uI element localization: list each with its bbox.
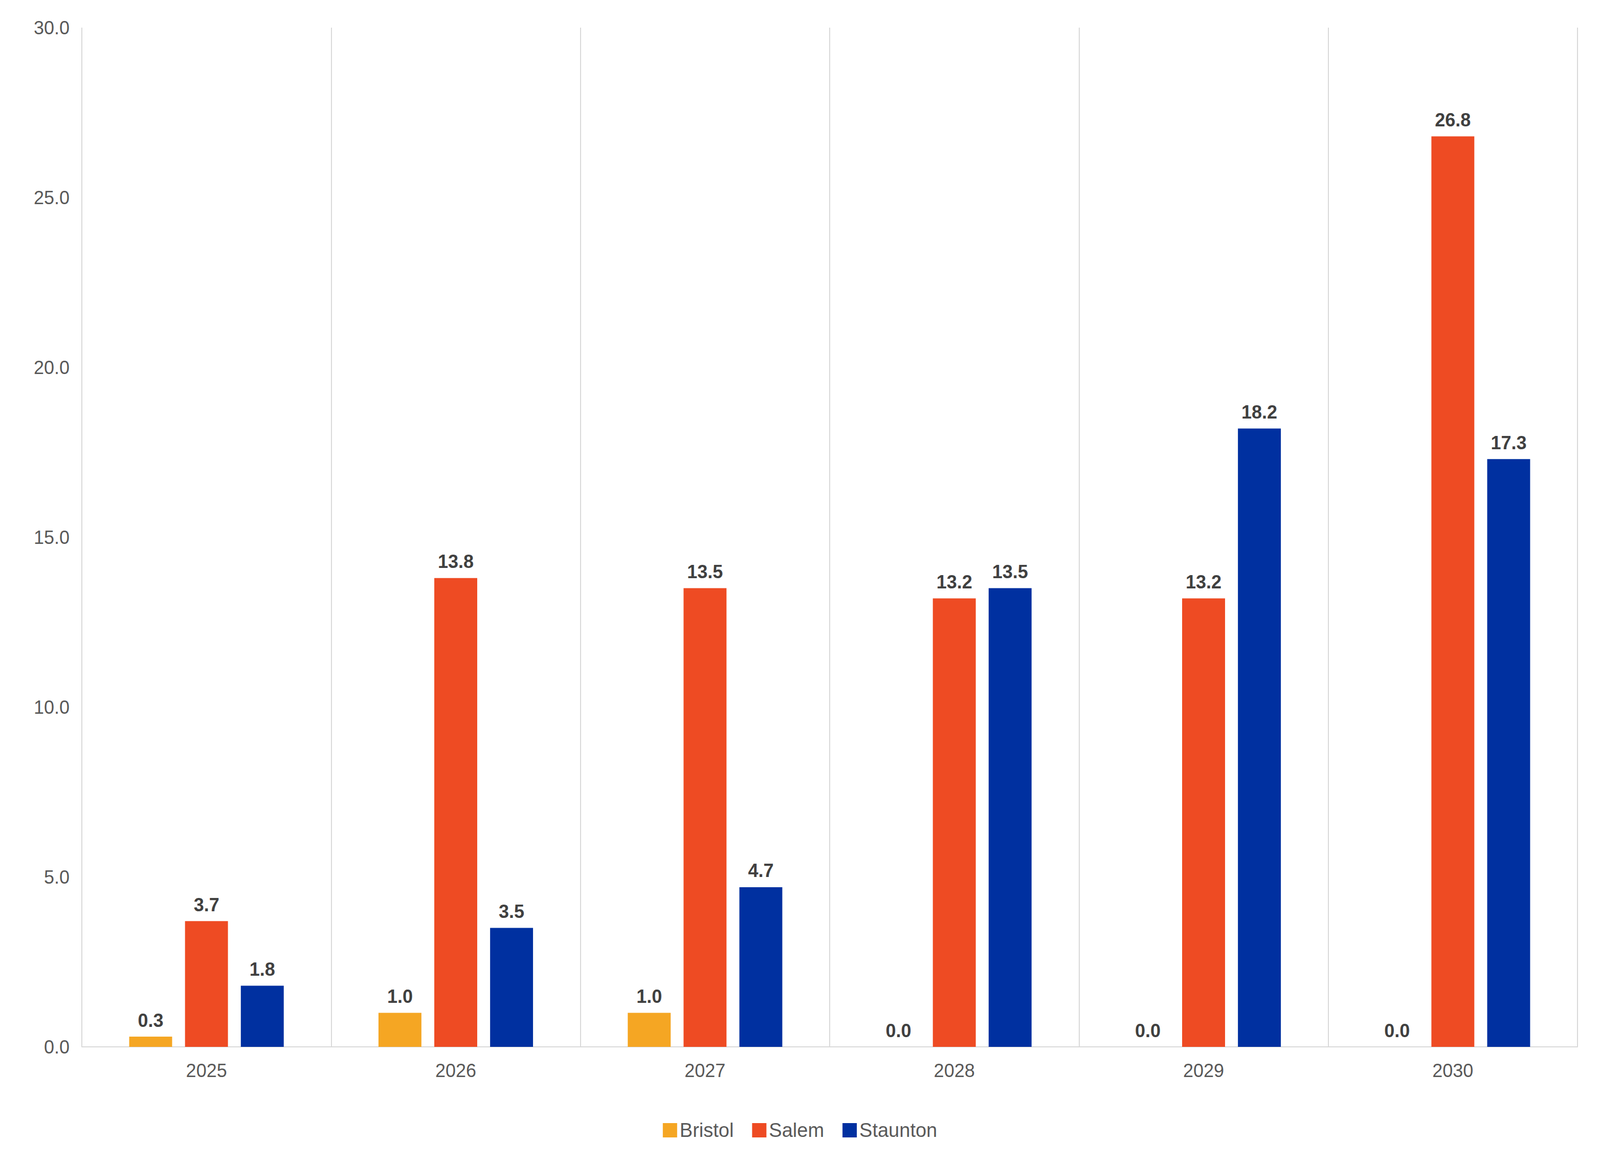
svg-text:13.2: 13.2 [936,571,973,593]
svg-text:13.8: 13.8 [437,550,474,572]
svg-text:13.5: 13.5 [992,561,1029,583]
svg-text:1.0: 1.0 [636,985,662,1007]
svg-text:2027: 2027 [684,1059,726,1081]
svg-text:3.5: 3.5 [498,900,525,922]
svg-text:Bristol: Bristol [679,1119,735,1141]
svg-text:18.2: 18.2 [1241,401,1278,423]
svg-text:30.0: 30.0 [33,17,70,39]
svg-text:13.5: 13.5 [686,561,723,583]
svg-text:2026: 2026 [435,1059,477,1081]
svg-text:0.0: 0.0 [1135,1019,1161,1041]
svg-text:25.0: 25.0 [33,187,70,209]
svg-text:3.7: 3.7 [193,894,220,916]
svg-text:1.0: 1.0 [387,985,413,1007]
svg-text:20.0: 20.0 [33,357,70,379]
svg-text:10.0: 10.0 [33,696,70,718]
svg-text:Salem: Salem [768,1119,825,1141]
svg-text:5.0: 5.0 [43,866,70,888]
svg-text:4.7: 4.7 [747,859,774,881]
svg-text:17.3: 17.3 [1490,432,1527,454]
svg-text:0.0: 0.0 [885,1019,912,1041]
svg-text:26.8: 26.8 [1434,109,1471,131]
svg-text:Staunton: Staunton [859,1119,938,1141]
svg-text:2025: 2025 [186,1059,228,1081]
svg-text:2030: 2030 [1432,1059,1474,1081]
svg-text:2028: 2028 [934,1059,975,1081]
svg-text:0.0: 0.0 [1384,1019,1410,1041]
svg-text:15.0: 15.0 [33,526,70,548]
svg-text:2029: 2029 [1183,1059,1225,1081]
svg-text:0.3: 0.3 [138,1009,164,1031]
svg-text:0.0: 0.0 [43,1036,70,1058]
svg-text:13.2: 13.2 [1185,571,1222,593]
svg-text:1.8: 1.8 [249,958,276,980]
